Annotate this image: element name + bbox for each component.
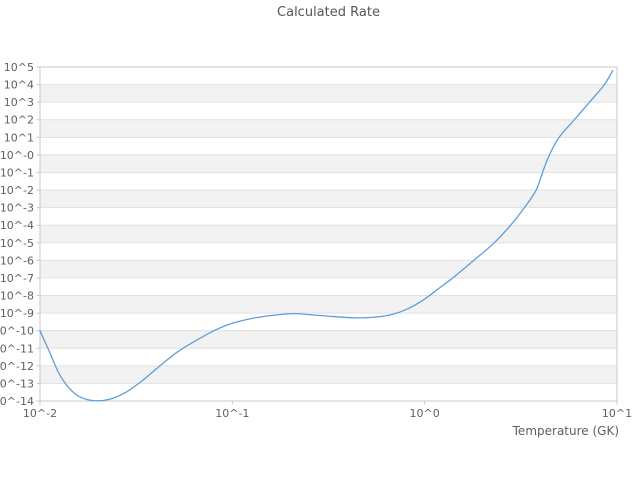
grid-band <box>40 119 617 138</box>
x-tick-label: 10^1 <box>602 407 632 420</box>
y-tick-label: 10^3 <box>4 96 34 109</box>
chart-title: Calculated Rate <box>277 5 380 20</box>
grid-band <box>40 154 617 173</box>
y-tick-label: 10^-3 <box>0 202 34 215</box>
y-tick-label: 10^-2 <box>0 184 34 197</box>
rate-curve <box>39 69 614 402</box>
y-tick-label: 10^-0 <box>0 149 34 162</box>
y-tick-label: 10^-5 <box>0 237 34 250</box>
y-tick-label: 10^-9 <box>0 307 34 320</box>
y-tick-label: 10^1 <box>4 131 34 144</box>
y-tick-label: 10^5 <box>4 61 34 74</box>
grid-band <box>40 260 617 278</box>
y-tick-label: 10^-14 <box>0 395 34 408</box>
y-tick-label: 10^-13 <box>0 377 34 390</box>
x-tick-label: 10^-1 <box>215 407 249 420</box>
plot-border <box>39 66 618 402</box>
y-tick-label: 10^-1 <box>0 166 34 179</box>
grid-band <box>40 84 617 103</box>
x-tick-label: 10^0 <box>410 407 440 420</box>
y-tick-label: 10^-8 <box>0 290 34 303</box>
grid-band <box>40 295 617 314</box>
grid-band <box>40 225 617 243</box>
y-tick-label: 10^-6 <box>0 254 34 267</box>
grid-band <box>40 190 617 208</box>
y-tick-label: 10^-11 <box>0 342 34 355</box>
x-tick-label: 10^-2 <box>23 407 57 420</box>
y-tick-label: 10^-10 <box>0 325 34 338</box>
y-tick-label: 10^-12 <box>0 360 34 373</box>
y-tick-label: 10^4 <box>4 79 34 92</box>
y-tick-label: 10^-4 <box>0 219 34 232</box>
y-tick-label: 10^-7 <box>0 272 34 285</box>
x-axis-label: Temperature (GK) <box>512 424 619 438</box>
grid-band <box>40 365 617 384</box>
grid-band <box>40 330 617 349</box>
y-tick-label: 10^2 <box>4 114 34 127</box>
